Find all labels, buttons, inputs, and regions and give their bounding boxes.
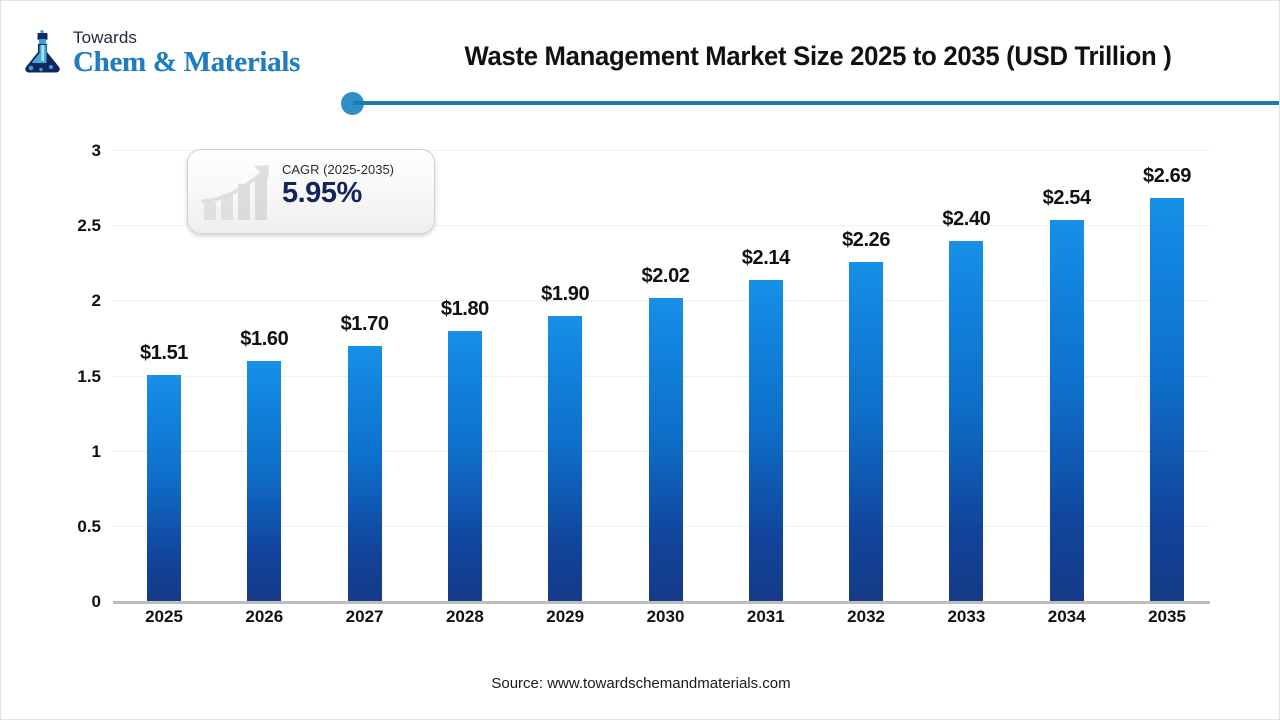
header-accent-rule	[353, 101, 1279, 105]
bar[interactable]	[748, 280, 783, 602]
bar[interactable]	[347, 346, 382, 602]
bar-value-label: $2.02	[641, 265, 690, 288]
bar[interactable]	[548, 316, 583, 602]
y-axis-tick-label: 2	[91, 291, 101, 311]
brand-line-chem-materials: Chem & Materials	[73, 46, 301, 78]
y-axis-tick-label: 2.5	[77, 216, 101, 236]
bar[interactable]	[648, 298, 683, 602]
x-axis-tick-label: 2026	[245, 607, 284, 626]
brand-logo[interactable]: Towards Chem & Materials	[19, 29, 300, 77]
bar-value-label: $1.51	[139, 342, 189, 364]
x-axis-tick-label: 2035	[1148, 607, 1186, 626]
y-axis-tick-label: 0	[91, 592, 101, 611]
bar-column[interactable]: $2.69	[1124, 151, 1210, 602]
x-axis-line	[113, 601, 1210, 604]
bar-value-label: $2.26	[842, 229, 891, 252]
x-axis-tick-label: 2029	[546, 607, 585, 626]
bar-column[interactable]: $1.60	[221, 151, 307, 602]
bar-value-label: $1.90	[541, 283, 590, 306]
bar-value-label: $2.54	[1042, 187, 1091, 210]
gridline	[113, 225, 1210, 227]
cagr-text-block: CAGR (2025-2035) 5.95%	[282, 162, 428, 211]
x-axis-tick-label: 2030	[646, 607, 685, 626]
brand-wordmark: Towards Chem & Materials	[73, 29, 300, 77]
cagr-badge: CAGR (2025-2035) 5.95%	[187, 149, 435, 234]
bar-value-label: $2.69	[1142, 164, 1192, 187]
source-text: Source: www.towardschemandmaterials.com	[491, 675, 791, 692]
bar[interactable]	[849, 262, 884, 602]
bar-column[interactable]: $1.51	[121, 151, 207, 602]
bar[interactable]	[247, 361, 282, 602]
bar-column[interactable]: $1.80	[422, 151, 508, 602]
x-axis-tick-label: 2027	[345, 607, 384, 626]
y-axis-tick-label: 0.5	[77, 516, 101, 536]
x-axis-tick-label: 2032	[847, 607, 885, 626]
bar[interactable]	[1049, 220, 1084, 602]
header-accent-dot	[341, 92, 364, 115]
bar-value-label: $1.60	[240, 328, 289, 351]
x-axis-tick-label: 2031	[746, 607, 785, 626]
cagr-label: CAGR (2025-2035)	[282, 162, 394, 177]
plot-area: 0 0.5 1 1.5 2 2.5 3 $1.51 $1.60 $1.70 $1.80 $1.90 $…	[77, 141, 1210, 611]
x-axis-tick-label: 2034	[1047, 607, 1086, 626]
bar-column[interactable]: $2.26	[823, 151, 909, 602]
y-axis-tick-label: 1	[91, 441, 101, 461]
bar-column[interactable]: $2.40	[923, 151, 1009, 602]
x-axis-tick-label: 2028	[445, 607, 484, 626]
y-axis-tick-label: 3	[91, 141, 101, 160]
bar-value-label: $2.14	[741, 247, 790, 270]
gridline	[113, 150, 1210, 151]
cagr-value: 5.95%	[282, 177, 362, 210]
flask-icon	[25, 30, 60, 73]
bar-column[interactable]: $2.02	[623, 151, 709, 602]
bar-column[interactable]: $2.54	[1024, 151, 1110, 602]
bar[interactable]	[1150, 197, 1184, 602]
growth-bar-chart-icon	[201, 165, 269, 220]
bar-column[interactable]: $2.14	[723, 151, 809, 602]
bar-value-label: $1.70	[340, 313, 389, 336]
bar[interactable]	[949, 241, 984, 602]
bar[interactable]	[147, 375, 181, 602]
brand-line-towards: Towards	[73, 28, 138, 47]
y-axis-tick-label: 1.5	[77, 366, 101, 386]
bar-column[interactable]: $1.70	[322, 151, 408, 602]
bar[interactable]	[447, 331, 482, 602]
bar-column[interactable]: $1.90	[522, 151, 608, 602]
bar-value-label: $2.40	[942, 208, 991, 231]
page-title: Waste Management Market Size 2025 to 203…	[464, 41, 1172, 71]
x-axis-tick-label: 2033	[947, 607, 986, 626]
header: Towards Chem & Materials Waste Managemen…	[1, 1, 1279, 97]
x-axis-tick-label: 2025	[145, 607, 183, 626]
bar-value-label: $1.80	[440, 298, 489, 321]
